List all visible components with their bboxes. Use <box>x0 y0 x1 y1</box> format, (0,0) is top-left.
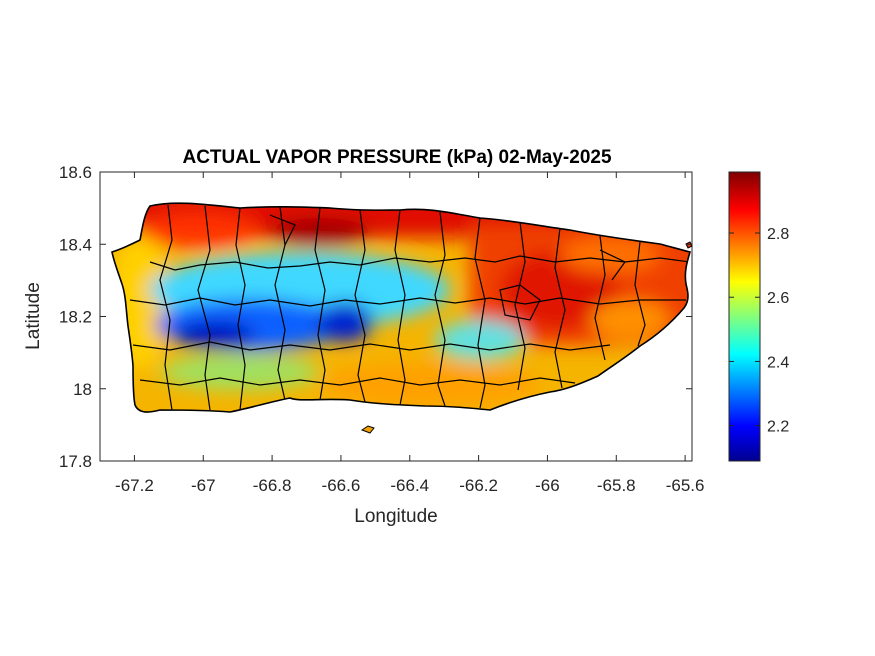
chart-title: ACTUAL VAPOR PRESSURE (kPa) 02-May-2025 <box>182 147 611 168</box>
x-tick-label: -66 <box>535 476 560 495</box>
y-tick-label: 17.8 <box>59 452 92 471</box>
y-tick-label: 18.6 <box>59 163 92 182</box>
x-tick-label: -66.4 <box>390 476 429 495</box>
municipality-boundaries <box>129 204 690 411</box>
colorbar <box>728 171 761 462</box>
x-axis-label: Longitude <box>354 506 437 527</box>
y-tick-label: 18.2 <box>59 308 92 327</box>
x-tick-label: -65.8 <box>597 476 636 495</box>
colorbar-tick-label: 2.4 <box>767 354 789 371</box>
x-tick-label: -65.6 <box>666 476 705 495</box>
x-tick-label: -66.2 <box>459 476 498 495</box>
colorbar-tick-label: 2.2 <box>767 419 789 436</box>
colorbar-ticks: 2.8 2.6 2.4 2.2 <box>729 226 789 436</box>
northwest-red-zone <box>140 212 260 248</box>
y-tick-label: 18.4 <box>59 235 92 254</box>
y-tick-label: 18 <box>73 380 92 399</box>
east-yellow-patch <box>590 300 670 340</box>
desecheo-islet <box>685 241 693 249</box>
x-tick-label: -66.6 <box>322 476 361 495</box>
cayey-cyan-zone <box>435 320 525 360</box>
south-coast-orange <box>320 363 540 407</box>
x-tick-label: -66.8 <box>253 476 292 495</box>
colorbar-tick-label: 2.8 <box>767 226 789 243</box>
heatmap-field <box>112 203 690 413</box>
cordillera-deep-blue <box>175 321 255 349</box>
y-axis-label: Latitude <box>23 282 44 350</box>
colorbar-tick-label: 2.6 <box>767 290 789 307</box>
x-tick-label: -67.2 <box>115 476 154 495</box>
island-outline <box>111 202 692 413</box>
y-axis-ticks: 18.6 18.4 18.2 18 17.8 <box>59 163 692 471</box>
x-tick-label: -67 <box>191 476 216 495</box>
caja-de-muerto-islet <box>360 425 375 434</box>
x-axis-ticks: -67.2 -67 -66.8 -66.6 -66.4 -66.2 -66 -65.8 -65.… <box>115 172 704 495</box>
